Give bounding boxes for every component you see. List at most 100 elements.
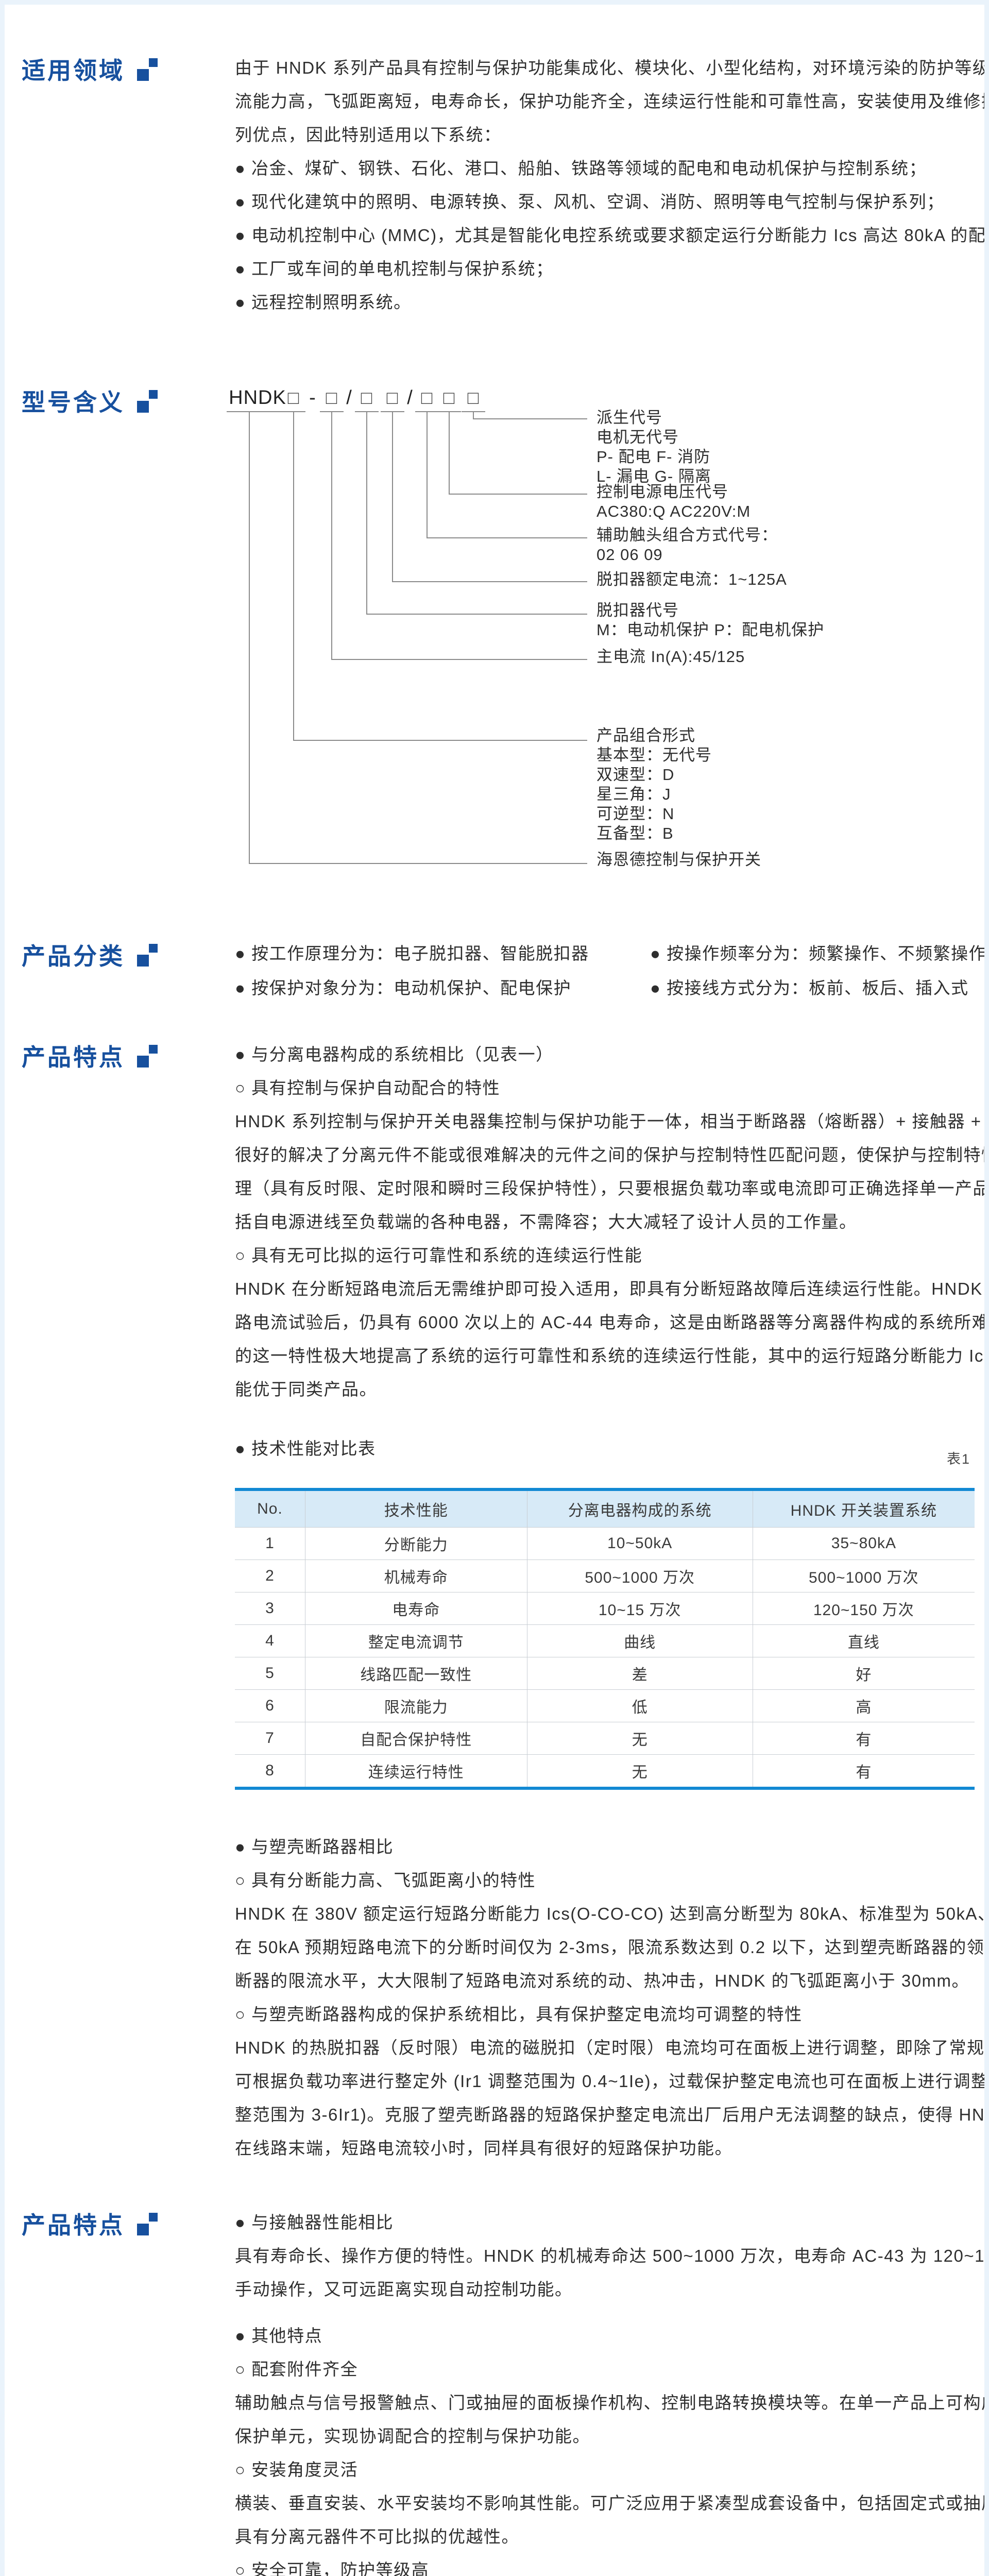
text-line: 能优于同类产品。 bbox=[235, 1380, 377, 1399]
connector-line bbox=[249, 412, 250, 864]
text-line: 互备型：B bbox=[596, 824, 674, 842]
connector-line bbox=[331, 659, 587, 660]
table-caption: 表1 bbox=[946, 1451, 970, 1467]
step-squares-icon bbox=[137, 1044, 159, 1067]
model-code-part: HNDK bbox=[229, 387, 286, 409]
connector-line bbox=[227, 411, 288, 412]
table-cell: 10~50kA bbox=[526, 1527, 753, 1560]
connector-line bbox=[331, 412, 332, 660]
table-cell: 分断能力 bbox=[304, 1527, 527, 1560]
text-line: 理（具有反时限、定时限和瞬时三段保护特性），只要根据负载功率或电流即可正确选择单… bbox=[235, 1179, 989, 1198]
connector-line bbox=[462, 411, 485, 412]
table-cell: 4 bbox=[234, 1624, 305, 1657]
text-line: 可根据负载功率进行整定外 (Ir1 调整范围为 0.4~1Ie)，过载保护整定电… bbox=[235, 2072, 989, 2091]
connector-line bbox=[473, 418, 587, 419]
text-line: 列优点，因此特别适用以下系统： bbox=[235, 125, 502, 144]
model-label-group: 海恩德控制与保护开关 bbox=[596, 850, 761, 870]
table-cell: 电寿命 bbox=[304, 1592, 527, 1625]
text-line: 产品组合形式 bbox=[596, 726, 695, 744]
text-line: 流能力高，飞弧距离短，电寿命长，保护功能齐全，连续运行性能和可靠性高，安装使用及… bbox=[235, 92, 989, 111]
table-cell: 连续运行特性 bbox=[304, 1754, 527, 1787]
text-line: P- 配电 F- 消防 bbox=[596, 448, 711, 466]
table-cell: 高 bbox=[752, 1689, 975, 1722]
text-line: 辅助触点与信号报警触点、门或抽屉的面板操作机构、控制电路转换模块等。在单一产品上… bbox=[235, 2393, 989, 2412]
tech-comparison-table: No. 技术性能 分离电器构成的系统 HNDK 开关装置系统 1 分断能力 10~50kA 3… bbox=[234, 1490, 975, 1787]
model-code-box: □ bbox=[287, 387, 300, 408]
text-line: 脱扣器代号 bbox=[596, 601, 679, 619]
text-line: 在线路末端，短路电流较小时，同样具有很好的短路保护功能。 bbox=[235, 2139, 732, 2158]
table-cell: 500~1000 万次 bbox=[752, 1560, 975, 1592]
model-label-group: 脱扣器额定电流：1~125A bbox=[596, 570, 787, 589]
connector-line bbox=[415, 411, 439, 412]
text-line: 海恩德控制与保护开关 bbox=[596, 851, 761, 869]
text-line: 具有分离元器件不可比拟的优越性。 bbox=[235, 2527, 519, 2546]
text-line: HNDK 在分断短路电流后无需维护即可投入适用，即具有分断短路故障后连续运行性能… bbox=[235, 1279, 989, 1298]
text-line: ● 与接触器性能相比 bbox=[235, 2213, 394, 2232]
text-line: ○ 安全可靠，防护等级高 bbox=[235, 2561, 430, 2576]
connector-line bbox=[392, 581, 587, 582]
text-line: 辅助触头组合方式代号： bbox=[596, 526, 778, 544]
column-header: No. bbox=[234, 1490, 305, 1528]
table-cell: 500~1000 万次 bbox=[526, 1560, 753, 1592]
connector-line bbox=[449, 412, 450, 495]
text-line: 02 06 09 bbox=[596, 546, 663, 564]
table-cell: 限流能力 bbox=[304, 1689, 527, 1722]
model-label-group: 脱扣器代号 M：电动机保护 P：配电机保护 bbox=[596, 601, 824, 640]
step-squares-icon bbox=[137, 2212, 159, 2235]
model-label-group: 辅助触头组合方式代号： 02 06 09 bbox=[596, 526, 778, 565]
table-cell: 好 bbox=[752, 1657, 975, 1690]
connector-line bbox=[320, 411, 344, 412]
text-line: 的这一特性极大地提高了系统的运行可靠性和系统的连续运行性能，其中的运行短路分断能… bbox=[235, 1346, 989, 1365]
connector-line bbox=[473, 412, 474, 419]
connector-line bbox=[293, 412, 294, 741]
text-line: ● 与分离电器构成的系统相比（见表一） bbox=[235, 1045, 554, 1064]
text-line: 手动操作，又可远距离实现自动控制功能。 bbox=[235, 2280, 573, 2299]
model-code-box: □ bbox=[386, 387, 399, 408]
section-title: 产品特点 bbox=[22, 2212, 125, 2239]
text-line: HNDK 的热脱扣器（反时限）电流的磁脱扣（定时限）电流均可在面板上进行调整，即… bbox=[235, 2038, 989, 2057]
text-line: ● 冶金、煤矿、钢铁、石化、港口、船舶、铁路等领域的配电和电动机保护与控制系统； bbox=[235, 159, 927, 178]
table-cell: 5 bbox=[234, 1657, 305, 1690]
text-line: 控制电源电压代号 bbox=[596, 483, 728, 501]
table-cell: 线路匹配一致性 bbox=[304, 1657, 527, 1690]
text-line: 主电流 In(A):45/125 bbox=[596, 648, 745, 666]
connector-line bbox=[449, 494, 587, 495]
table-cell: 整定电流调节 bbox=[304, 1624, 527, 1657]
text-line: 整范围为 3-6Ir1)。克服了塑壳断路器的短路保护整定电流出厂后用户无法调整的… bbox=[235, 2105, 989, 2124]
table-cell: 3 bbox=[234, 1592, 305, 1625]
text-line: 具有寿命长、操作方便的特性。HNDK 的机械寿命达 500~1000 万次，电寿… bbox=[235, 2246, 989, 2265]
application-section: 由于 HNDK 系列产品具有控制与保护功能集成化、模块化、小型化结构，对环境污染… bbox=[235, 51, 989, 319]
sidebar-label-classification: 产品分类 bbox=[22, 938, 159, 972]
connector-line bbox=[366, 412, 367, 615]
text-line: 脱扣器额定电流：1~125A bbox=[596, 570, 787, 588]
connector-line bbox=[355, 411, 379, 412]
text-line: ● 远程控制照明系统。 bbox=[235, 293, 412, 312]
classification-item: ● 按操作频率分为：频繁操作、不频繁操作 bbox=[650, 944, 987, 963]
text-line: 派生代号 bbox=[596, 409, 662, 427]
text-line: ○ 与塑壳断路器构成的保护系统相比，具有保护整定电流均可调整的特性 bbox=[235, 2005, 803, 2024]
text-line: M：电动机保护 P：配电机保护 bbox=[596, 621, 825, 639]
text-line: 很好的解决了分离元件不能或很难解决的元件之间的保护与控制特性匹配问题，使保护与控… bbox=[235, 1145, 989, 1164]
step-squares-icon bbox=[137, 943, 159, 967]
table-cell: 有 bbox=[752, 1754, 975, 1787]
model-label-group: 派生代号 电机无代号 P- 配电 F- 消防 L- 漏电 G- 隔离 bbox=[596, 408, 711, 486]
model-code-part: / bbox=[407, 387, 413, 409]
model-code-box: □ bbox=[421, 387, 433, 408]
text-line: 断器的限流水平，大大限制了短路电流对系统的动、热冲击，HNDK 的飞弧距离小于 … bbox=[235, 1971, 970, 1990]
table-cell: 2 bbox=[234, 1560, 305, 1592]
table-cell: 直线 bbox=[752, 1624, 975, 1657]
table-cell: 曲线 bbox=[526, 1624, 753, 1657]
feature-lines: ● 与接触器性能相比具有寿命长、操作方便的特性。HNDK 的机械寿命达 500~… bbox=[235, 2206, 989, 2306]
text-line: 路电流试验后，仍具有 6000 次以上的 AC-44 电寿命，这是由断路器等分离… bbox=[235, 1313, 989, 1332]
feature-lines: ● 与塑壳断路器相比 ○ 具有分断能力高、飞弧距离小的特性 HNDK 在 380V … bbox=[235, 1830, 989, 2165]
table-cell: 无 bbox=[526, 1722, 753, 1755]
table-cell: 无 bbox=[526, 1754, 753, 1787]
text-line: 横装、垂直安装、水平安装均不影响其性能。可广泛应用于紧凑型成套设备中，包括固定式… bbox=[235, 2494, 989, 2513]
table-cell: 差 bbox=[526, 1657, 753, 1690]
connector-line bbox=[427, 537, 587, 538]
section-title: 产品分类 bbox=[22, 943, 125, 970]
table-cell: 8 bbox=[234, 1754, 305, 1787]
model-code-part: / bbox=[346, 387, 352, 409]
model-label-group: 产品组合形式 基本型：无代号 双速型：D 星三角：J 可逆型：N 互备型：B bbox=[596, 726, 712, 843]
